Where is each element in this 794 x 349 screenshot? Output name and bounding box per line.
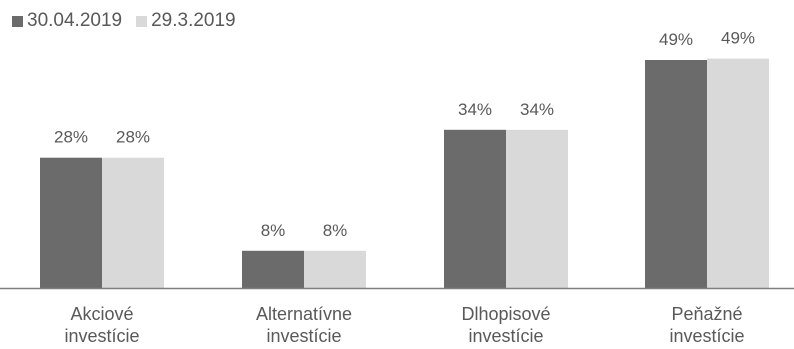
data-label-2-3: 34% — [520, 100, 554, 119]
data-label-1-3: 34% — [458, 100, 492, 119]
bar-2-3 — [506, 129, 568, 288]
legend-swatch-series-1 — [12, 15, 23, 27]
data-label-2-2: 8% — [323, 221, 348, 240]
data-label-1-4: 49% — [659, 30, 693, 49]
bar-2-4 — [707, 58, 769, 288]
category-label-1-line-1: Akciové — [70, 304, 133, 324]
category-label-3-line-1: Dlhopisové — [461, 304, 550, 324]
category-label-1-line-2: investície — [64, 326, 139, 346]
data-label-2-4: 49% — [721, 29, 755, 48]
category-label-4-line-1: Peňažné — [671, 304, 742, 324]
data-label-1-1: 28% — [54, 128, 88, 147]
category-label-2-line-2: investície — [266, 326, 341, 346]
legend-item-series-2: 29.3.2019 — [136, 10, 236, 32]
data-label-2-1: 28% — [116, 128, 150, 147]
bar-1-2 — [242, 250, 304, 288]
bar-1-1 — [40, 157, 102, 288]
bar-1-3 — [444, 129, 506, 288]
legend-item-series-1: 30.04.2019 — [12, 10, 122, 32]
data-label-1-2: 8% — [261, 221, 286, 240]
bar-2-1 — [102, 157, 164, 288]
bar-1-4 — [645, 60, 707, 288]
category-label-4-line-2: investície — [669, 326, 744, 346]
bar-2-2 — [304, 250, 366, 288]
legend-label-series-1: 30.04.2019 — [27, 10, 123, 31]
legend-swatch-series-2 — [136, 15, 148, 27]
chart-legend: 30.04.2019 29.3.2019 — [12, 10, 250, 32]
category-label-2-line-1: Alternatívne — [256, 304, 352, 324]
legend-label-series-2: 29.3.2019 — [151, 10, 236, 31]
category-label-3-line-2: investície — [468, 326, 543, 346]
